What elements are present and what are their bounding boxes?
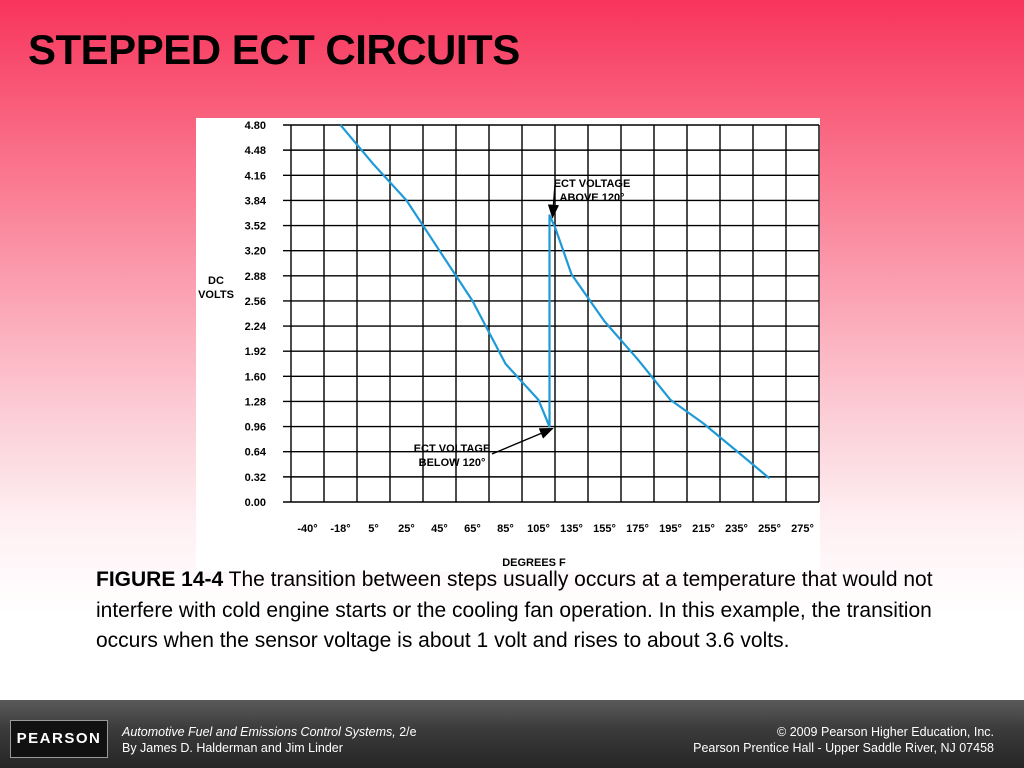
x-tick-label: 25° (398, 523, 415, 535)
slide-title: STEPPED ECT CIRCUITS (28, 26, 520, 73)
x-tick-label: 195° (659, 523, 682, 535)
x-tick-label: 155° (593, 523, 616, 535)
y-tick-label: 2.88 (245, 271, 266, 283)
x-tick-label: -40° (297, 523, 317, 535)
figure-number: FIGURE 14-4 (96, 568, 224, 591)
y-tick-label: 0.96 (245, 422, 266, 434)
y-tick-label: 3.20 (245, 246, 266, 258)
y-tick-label: 1.60 (245, 371, 266, 383)
book-title: Automotive Fuel and Emissions Control Sy… (122, 725, 396, 739)
annotation-label: BELOW 120° (419, 457, 486, 469)
y-tick-label: 1.92 (245, 346, 266, 358)
annotation-arrow (547, 184, 560, 219)
x-tick-label: -18° (330, 523, 350, 535)
annotation-label: ABOVE 120° (560, 192, 625, 204)
x-tick-label: 255° (758, 523, 781, 535)
x-tick-label: 105° (527, 523, 550, 535)
x-tick-label: 235° (725, 523, 748, 535)
book-authors: By James D. Halderman and Jim Linder (122, 741, 343, 755)
x-tick-label: 45° (431, 523, 448, 535)
x-tick-label: 135° (560, 523, 583, 535)
x-tick-label: 5° (368, 523, 379, 535)
annotation-label: ECT VOLTAGE (414, 443, 491, 455)
copyright-line: © 2009 Pearson Higher Education, Inc. (777, 725, 994, 739)
publisher-line: Pearson Prentice Hall - Upper Saddle Riv… (693, 741, 994, 755)
chart-area: 4.80 4.48 4.16 3.84 3.52 3.20 2.88 2.56 2.24 1.92… (196, 118, 820, 572)
x-tick-label: 175° (626, 523, 649, 535)
book-info: Automotive Fuel and Emissions Control Sy… (122, 724, 417, 756)
y-tick-label: 0.64 (245, 447, 267, 459)
annotation-label: ECT VOLTAGE (554, 178, 631, 190)
copyright-info: © 2009 Pearson Higher Education, Inc. Pe… (693, 724, 994, 756)
x-tick-label: 215° (692, 523, 715, 535)
y-tick-label: 4.80 (245, 120, 266, 132)
y-tick-label: 2.24 (245, 321, 267, 333)
x-tick-label: 85° (497, 523, 514, 535)
y-axis-label: DC (208, 275, 224, 287)
publisher-logo: PEARSON (10, 720, 108, 758)
book-edition: 2/e (395, 725, 417, 739)
x-tick-label: 65° (464, 523, 481, 535)
x-tick-label: 275° (791, 523, 814, 535)
y-tick-label: 0.32 (245, 472, 266, 484)
y-axis-label: VOLTS (198, 289, 234, 301)
y-tick-label: 0.00 (245, 497, 266, 509)
y-tick-label: 4.16 (245, 170, 266, 182)
y-tick-label: 1.28 (245, 396, 266, 408)
footer-bar: PEARSON Automotive Fuel and Emissions Co… (0, 700, 1024, 768)
y-tick-label: 3.84 (245, 195, 267, 207)
figure-caption: FIGURE 14-4 The transition between steps… (96, 565, 946, 657)
x-axis-label: DEGREES F (502, 557, 566, 569)
caption-text: The transition between steps usually occ… (96, 568, 933, 652)
stepped-ect-chart: 4.80 4.48 4.16 3.84 3.52 3.20 2.88 2.56 2.24 1.92… (198, 120, 820, 569)
annotation-arrow (491, 427, 554, 455)
y-tick-label: 4.48 (245, 145, 266, 157)
y-tick-label: 2.56 (245, 296, 266, 308)
y-tick-label: 3.52 (245, 221, 266, 233)
